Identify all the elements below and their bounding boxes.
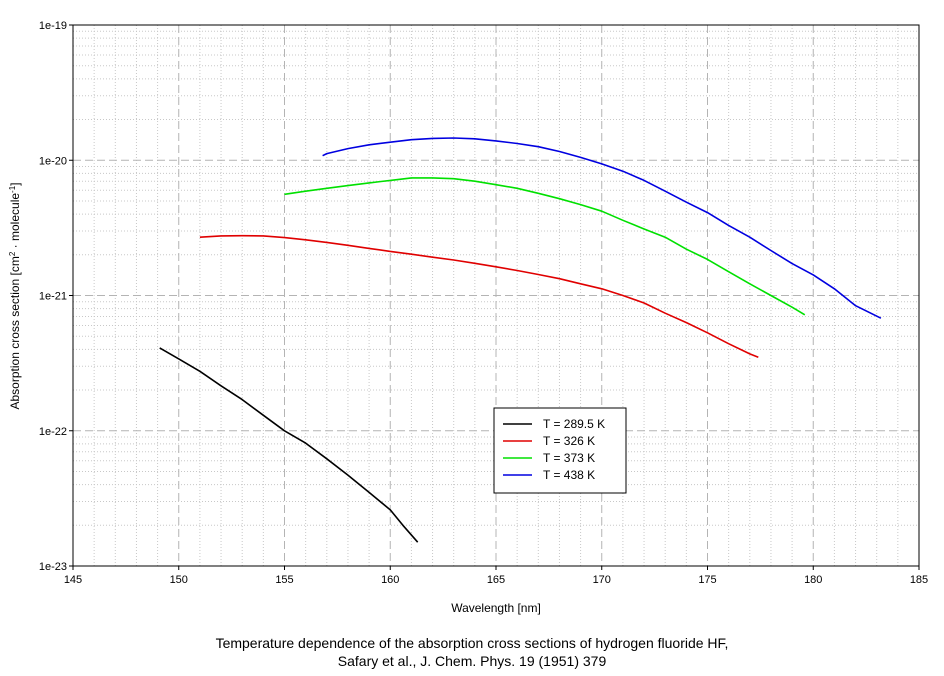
- legend-label-4: T = 438 K: [543, 468, 595, 482]
- x-tick-label: 170: [593, 574, 611, 586]
- y-tick-label: 1e-23: [39, 561, 67, 573]
- y-axis-title-middle: · molecule: [8, 193, 22, 252]
- legend-items: T = 289.5 K T = 326 K T = 373 K T = 438 K: [503, 417, 605, 482]
- y-tick-label: 1e-22: [39, 426, 67, 438]
- y-axis-title-sup1: 2: [8, 251, 17, 256]
- series-line-1: [159, 347, 419, 543]
- y-tick-label: 1e-20: [39, 155, 67, 167]
- legend-label-2: T = 326 K: [543, 434, 595, 448]
- series-line-4: [322, 137, 882, 319]
- legend: T = 289.5 K T = 326 K T = 373 K T = 438 K: [493, 407, 627, 494]
- caption: Temperature dependence of the absorption…: [0, 634, 944, 670]
- series-lines: [159, 137, 882, 543]
- x-tick-label: 165: [487, 574, 505, 586]
- legend-label-3: T = 373 K: [543, 451, 595, 465]
- ticks: 145 150 155 160 165 170 175 180 185 1e-23 1e-22 1e-…: [39, 20, 928, 586]
- x-tick-label: 160: [381, 574, 399, 586]
- y-axis-title-suffix: ]: [8, 182, 22, 185]
- x-tick-label: 155: [275, 574, 293, 586]
- y-tick-label: 1e-19: [39, 20, 67, 32]
- caption-line-1: Temperature dependence of the absorption…: [215, 635, 729, 651]
- legend-label-1: T = 289.5 K: [543, 417, 605, 431]
- y-tick-label: 1e-21: [39, 291, 67, 303]
- y-axis-title-sup2: -1: [8, 185, 17, 193]
- x-tick-label: 180: [804, 574, 822, 586]
- x-tick-label: 175: [698, 574, 716, 586]
- y-axis-title: Absorption cross section [cm2 · molecule…: [8, 182, 23, 409]
- x-tick-label: 145: [64, 574, 82, 586]
- legend-box: [493, 407, 627, 494]
- x-axis-title: Wavelength [nm]: [451, 601, 541, 615]
- y-axis-title-prefix: Absorption cross section [cm: [8, 256, 22, 409]
- caption-line-2: Safary et al., J. Chem. Phys. 19 (1951) …: [337, 653, 607, 669]
- x-tick-label: 150: [170, 574, 188, 586]
- series-line-2: [199, 234, 759, 358]
- series-line-3: [284, 177, 806, 316]
- x-tick-label: 185: [910, 574, 928, 586]
